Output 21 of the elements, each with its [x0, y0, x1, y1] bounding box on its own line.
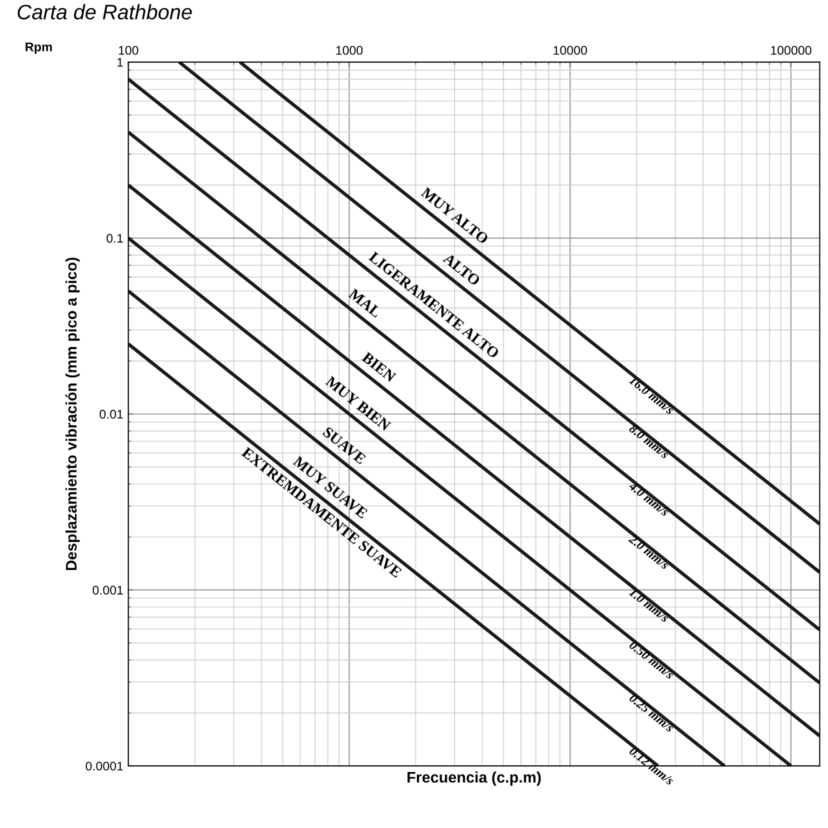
y-tick-label: 0.001: [92, 586, 123, 595]
x-tick-label: 100000: [771, 46, 812, 55]
text: 0.12 mm/s: [628, 746, 675, 786]
text: Rpm: [26, 42, 52, 54]
y-tick-label: 1: [117, 58, 123, 67]
x-tick-label: 1000: [336, 46, 363, 55]
text: 2.0 mm/s: [628, 534, 670, 570]
x-tick-label: 100: [118, 46, 138, 55]
x-axis-title: Frecuencia (c.p.m): [408, 771, 541, 786]
text: 16.0 mm/s: [628, 376, 675, 415]
text: 0.25 mm/s: [628, 693, 675, 732]
text: 0.50 mm/s: [628, 640, 675, 680]
text: 4.0 mm/s: [628, 481, 670, 517]
text: 1.0 mm/s: [628, 587, 670, 623]
y-axis-title: Desplazamiento vibración (mm pico a pico): [65, 258, 80, 570]
y-tick-label: 0.01: [100, 410, 123, 419]
y-tick-label: 0.0001: [86, 762, 123, 771]
x-tick-label: 10000: [554, 46, 587, 55]
chart-title: Carta de Rathbone: [18, 4, 192, 20]
y-tick-label: 0.1: [106, 234, 123, 243]
text: 8.0 mm/s: [628, 424, 670, 460]
